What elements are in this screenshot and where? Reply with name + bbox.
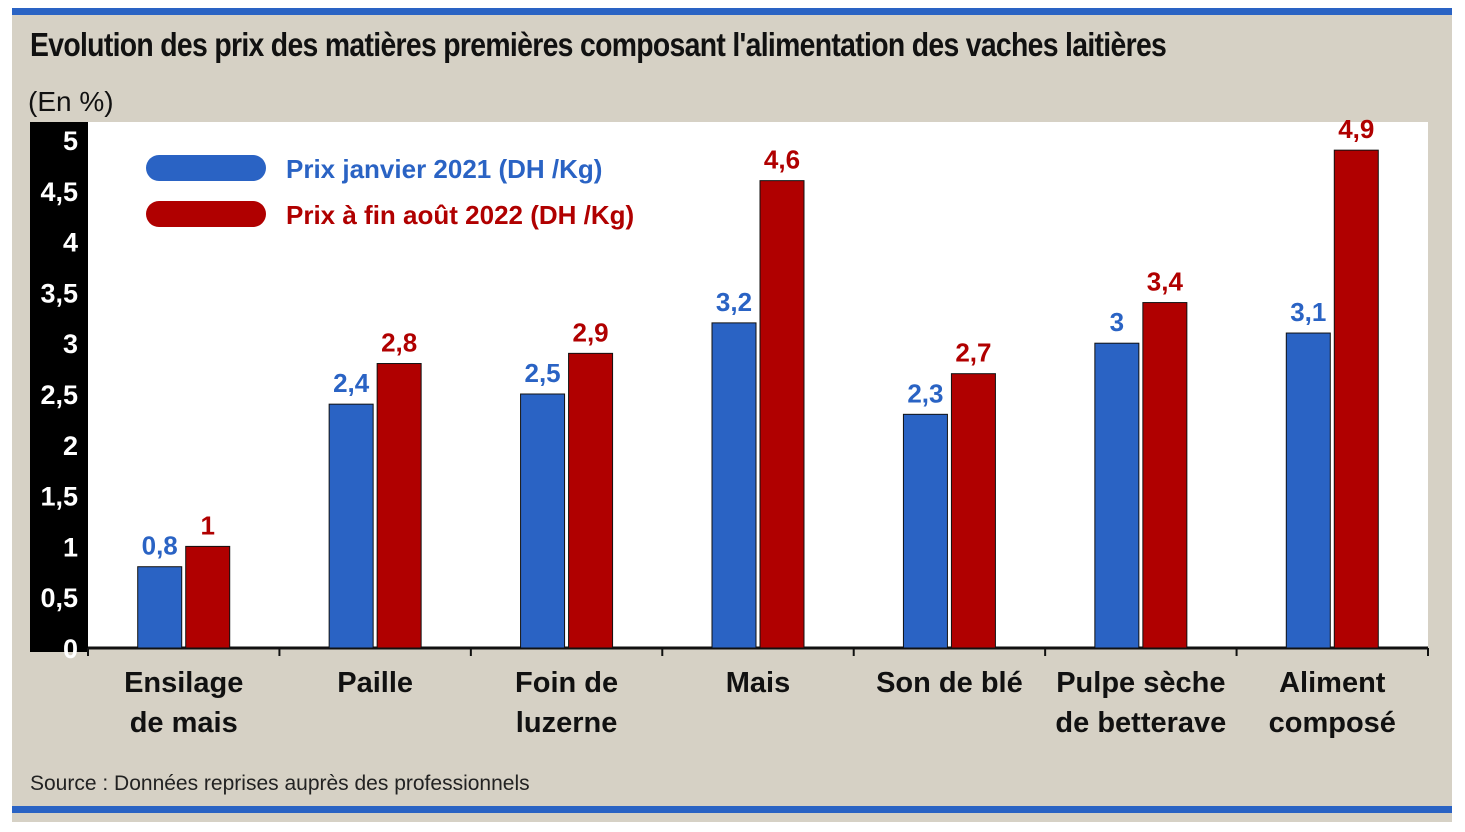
y-tick-label: 1,5 — [40, 482, 78, 512]
legend-swatch-2021 — [146, 155, 266, 181]
x-category-label: Mais — [726, 667, 790, 699]
data-label-2022: 1 — [200, 510, 214, 540]
bar-2022 — [185, 545, 231, 649]
data-label-2022: 3,4 — [1147, 267, 1184, 297]
x-category-label: Foin de — [515, 667, 618, 699]
chart-title: Evolution des prix des matières première… — [30, 26, 1167, 63]
source-note: Source : Données reprises auprès des pro… — [30, 772, 530, 795]
x-category-label: luzerne — [516, 707, 618, 739]
data-label-2021: 3,1 — [1290, 297, 1326, 327]
bar-2021 — [1285, 332, 1331, 649]
data-label-2021: 2,4 — [333, 368, 370, 398]
y-tick-label: 2,5 — [40, 380, 78, 410]
x-category-label: Paille — [337, 667, 413, 699]
y-tick-label: 0 — [63, 634, 78, 664]
x-category-label: Aliment — [1279, 667, 1386, 699]
plot-area — [88, 122, 1428, 648]
y-tick-label: 0,5 — [40, 583, 78, 613]
legend-swatch-2022 — [146, 201, 266, 227]
y-tick-label: 4 — [63, 228, 78, 258]
data-label-2022: 4,9 — [1338, 114, 1374, 144]
bar-2021 — [711, 322, 757, 649]
data-label-2022: 2,8 — [381, 328, 417, 358]
y-tick-label: 2 — [63, 431, 78, 461]
y-tick-label: 5 — [63, 126, 78, 156]
y-tick-label: 3,5 — [40, 278, 78, 308]
y-tick-label: 1 — [63, 532, 78, 562]
data-label-2021: 2,5 — [524, 358, 560, 388]
bar-2021 — [137, 566, 183, 649]
x-category-label: Ensilage — [124, 667, 243, 699]
x-category-label: Son de blé — [876, 667, 1023, 699]
legend-label-2022: Prix à fin août 2022 (DH /Kg) — [286, 200, 634, 230]
y-axis-band — [30, 122, 88, 652]
bar-2022 — [759, 180, 805, 649]
data-label-2022: 4,6 — [764, 145, 800, 175]
bar-2022 — [376, 363, 422, 649]
x-category-label: de betterave — [1055, 707, 1226, 739]
data-label-2021: 2,3 — [907, 378, 943, 408]
bar-2021 — [1094, 342, 1140, 649]
x-category-label: composé — [1269, 707, 1396, 739]
bar-2021 — [520, 393, 566, 649]
bar-2022 — [1333, 149, 1379, 649]
y-axis-unit-label: (En %) — [28, 86, 114, 117]
bar-2021 — [328, 403, 374, 649]
x-category-label: de mais — [130, 707, 238, 739]
y-tick-label: 3 — [63, 329, 78, 359]
data-label-2021: 0,8 — [142, 531, 178, 561]
y-tick-label: 4,5 — [40, 177, 78, 207]
bar-2021 — [902, 413, 948, 649]
data-label-2021: 3,2 — [716, 287, 752, 317]
x-category-label: Pulpe sèche — [1056, 667, 1225, 699]
bar-2022 — [568, 352, 614, 649]
bar-2022 — [1142, 302, 1188, 649]
data-label-2022: 2,9 — [572, 317, 608, 347]
data-label-2021: 3 — [1110, 307, 1124, 337]
bottom-accent-rule — [12, 806, 1452, 813]
data-label-2022: 2,7 — [955, 338, 991, 368]
bar-2022 — [950, 373, 996, 649]
top-accent-rule — [12, 8, 1452, 15]
legend-label-2021: Prix janvier 2021 (DH /Kg) — [286, 154, 602, 184]
